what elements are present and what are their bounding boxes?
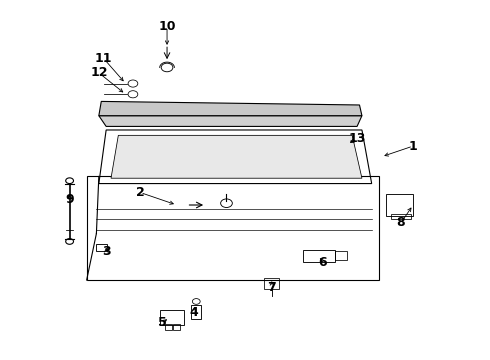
Bar: [386, 194, 413, 216]
Text: 10: 10: [158, 20, 176, 33]
Text: 1: 1: [409, 140, 417, 153]
Bar: [173, 324, 180, 330]
Polygon shape: [99, 102, 362, 116]
Polygon shape: [99, 116, 362, 126]
Bar: [97, 244, 107, 251]
Text: 2: 2: [136, 186, 145, 199]
Bar: [335, 251, 347, 260]
Text: 7: 7: [268, 281, 276, 294]
Text: 3: 3: [102, 245, 110, 258]
Bar: [160, 310, 184, 325]
Text: 4: 4: [190, 306, 198, 319]
Bar: [192, 305, 201, 319]
Text: 5: 5: [158, 316, 167, 329]
Polygon shape: [111, 135, 362, 178]
Bar: [303, 249, 335, 262]
Text: 13: 13: [348, 132, 366, 145]
Text: 8: 8: [396, 216, 405, 229]
Text: 11: 11: [95, 52, 113, 65]
Text: 6: 6: [318, 256, 327, 269]
Text: 12: 12: [90, 66, 108, 79]
Bar: [165, 324, 172, 330]
Bar: [391, 214, 411, 219]
Text: 9: 9: [65, 193, 74, 206]
Bar: [265, 278, 279, 289]
